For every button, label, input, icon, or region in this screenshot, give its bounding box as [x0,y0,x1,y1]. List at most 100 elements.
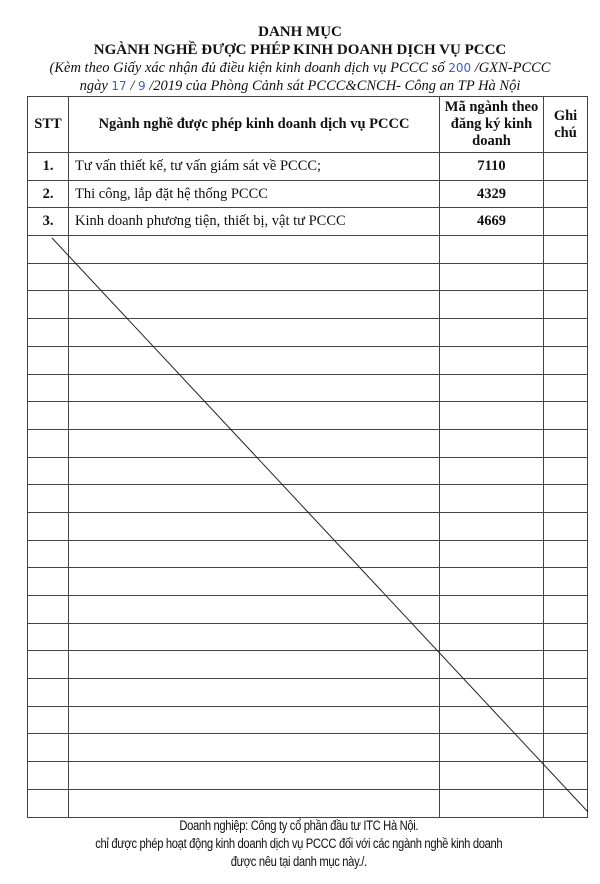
cell-name: Kinh doanh phương tiện, thiết bị, vật tư… [68,207,440,237]
empty-cell [439,595,544,624]
empty-cell [439,511,544,541]
empty-table-row [27,373,588,403]
empty-cell [68,733,440,763]
empty-cell [27,705,69,735]
empty-cell [439,318,544,347]
empty-table-row [27,318,588,347]
empty-cell [543,539,588,569]
empty-cell [68,456,440,486]
empty-cell [439,705,544,735]
empty-table-row [27,705,588,735]
cell-code: 4329 [439,179,544,209]
empty-cell [543,733,588,763]
empty-cell [439,345,544,375]
empty-cell [543,428,588,458]
empty-cell [27,235,69,264]
note-text: (Kèm theo Giấy xác nhận đủ điều kiện kin… [49,60,449,76]
empty-cell [439,788,544,818]
empty-table-row [27,539,588,569]
column-header-name: Ngành nghề được phép kinh doanh dịch vụ … [68,96,440,153]
empty-table-row [27,484,588,513]
note-text: / [126,78,138,94]
attachment-note-line2: ngày 17 / 9 /2019 của Phòng Cảnh sát PCC… [0,78,600,95]
empty-table-row [27,595,588,624]
empty-cell [68,235,440,264]
empty-cell [439,456,544,486]
empty-cell [439,761,544,790]
empty-cell [68,622,440,652]
empty-cell [68,318,440,347]
empty-cell [27,401,69,430]
empty-table-row [27,733,588,763]
empty-cell [68,539,440,569]
empty-cell [439,539,544,569]
attachment-note-line1: (Kèm theo Giấy xác nhận đủ điều kiện kin… [0,60,600,77]
empty-cell [439,373,544,403]
empty-cell [68,567,440,596]
cell-stt: 2. [27,179,69,209]
empty-cell [27,539,69,569]
empty-cell [543,595,588,624]
empty-table-row [27,401,588,430]
empty-cell [27,788,69,818]
empty-cell [27,262,69,292]
empty-cell [543,788,588,818]
empty-cell [68,678,440,707]
empty-cell [543,456,588,486]
empty-cell [543,567,588,596]
empty-cell [543,345,588,375]
empty-table-row [27,788,588,818]
document-title: DANH MỤC [258,24,342,40]
empty-table-row [27,428,588,458]
handwritten-day: 17 [111,79,127,93]
empty-cell [68,650,440,680]
cell-name: Thi công, lắp đặt hệ thống PCCC [68,179,440,209]
empty-cell [439,678,544,707]
cell-stt: 1. [27,152,69,181]
empty-cell [27,511,69,541]
empty-cell [27,345,69,375]
empty-cell [27,622,69,652]
empty-cell [68,345,440,375]
note-text: ngày [79,78,112,94]
empty-cell [68,484,440,513]
empty-cell [439,428,544,458]
handwritten-month: 9 [137,79,146,93]
empty-cell [68,262,440,292]
footer-line2: chỉ được phép hoạt động kinh doanh dịch … [95,836,503,851]
empty-cell [439,262,544,292]
empty-cell [27,567,69,596]
empty-cell [27,373,69,403]
empty-table-row [27,456,588,486]
cell-note [543,179,588,209]
cell-stt: 3. [27,207,69,237]
cell-name: Tư vấn thiết kế, tư vấn giám sát về PCCC… [68,152,440,181]
empty-cell [439,290,544,320]
cell-code: 7110 [439,152,544,181]
handwritten-number: 200 [448,61,472,75]
empty-table-row [27,761,588,790]
column-header-stt: STT [27,96,69,153]
empty-cell [543,678,588,707]
cell-code: 4669 [439,207,544,237]
empty-cell [68,428,440,458]
empty-cell [68,290,440,320]
empty-cell [543,622,588,652]
document-subtitle: NGÀNH NGHỀ ĐƯỢC PHÉP KINH DOANH DỊCH VỤ … [93,42,507,58]
empty-cell [68,705,440,735]
empty-cell [27,290,69,320]
footer-line1: Doanh nghiệp: Công ty cổ phần đầu tư ITC… [179,818,419,833]
empty-table-row [27,622,588,652]
cell-note [543,152,588,181]
empty-cell [68,595,440,624]
empty-cell [439,401,544,430]
empty-cell [27,456,69,486]
table-row: 3. Kinh doanh phương tiện, thiết bị, vật… [27,207,588,237]
empty-cell [543,650,588,680]
empty-cell [68,761,440,790]
empty-cell [27,428,69,458]
empty-table-row [27,567,588,596]
empty-cell [439,733,544,763]
table-row: 1. Tư vấn thiết kế, tư vấn giám sát về P… [27,152,588,181]
empty-cell [543,511,588,541]
